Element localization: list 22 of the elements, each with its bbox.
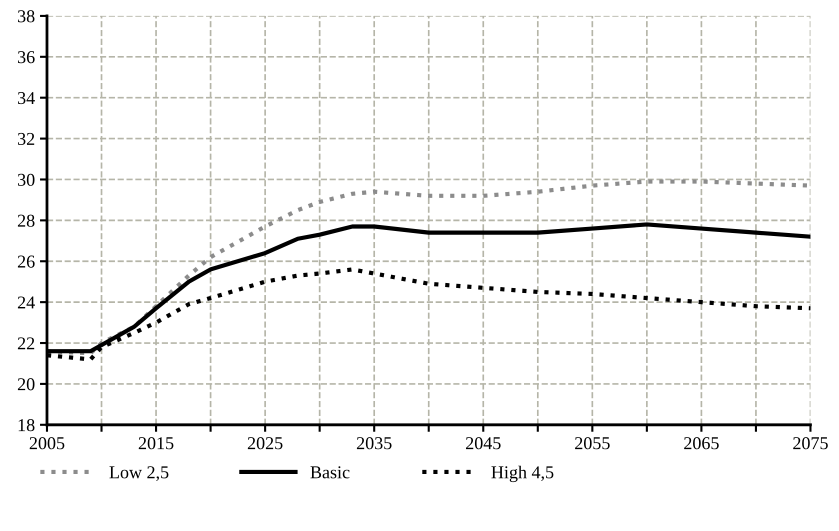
- x-tick-label: 2005: [30, 437, 64, 450]
- y-tick-label: 28: [18, 214, 34, 227]
- y-tick-label: 34: [18, 92, 35, 104]
- x-tick-label: 2075: [793, 437, 828, 450]
- legend-label: Basic: [310, 466, 350, 478]
- y-tick-label: 26: [18, 256, 35, 268]
- x-tick-label: 2065: [684, 437, 719, 450]
- x-tick-label: 2055: [575, 437, 610, 450]
- y-tick-label: 32: [18, 132, 34, 146]
- y-tick-label: 30: [18, 174, 34, 186]
- y-tick-label: 36: [18, 51, 35, 64]
- x-tick-label: 2035: [356, 437, 392, 450]
- x-tick-label: 2025: [248, 437, 282, 450]
- x-tick-label: 2015: [138, 437, 174, 450]
- y-tick-label: 20: [18, 378, 34, 390]
- legend-label: High 4,5: [491, 466, 554, 482]
- y-tick-label: 24: [18, 296, 35, 308]
- y-tick-label: 38: [18, 10, 34, 22]
- y-tick-label: 18: [18, 419, 34, 432]
- x-tick-label: 2045: [466, 437, 501, 450]
- y-tick-label: 22: [18, 337, 34, 350]
- legend-label: Low 2,5: [109, 466, 168, 481]
